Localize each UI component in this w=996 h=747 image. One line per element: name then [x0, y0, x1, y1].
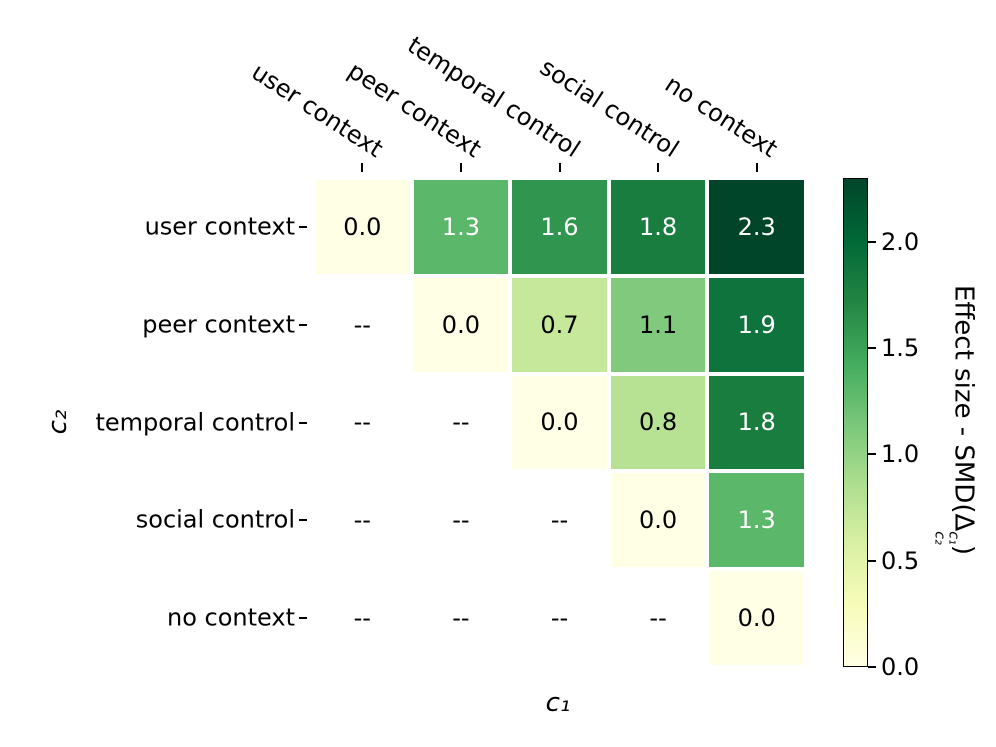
- heatmap-cell: 1.8: [709, 375, 804, 470]
- heatmap-cell-masked: --: [315, 375, 410, 470]
- y-tick-label: no context: [167, 603, 295, 632]
- colorbar-tick-mark: [868, 559, 876, 562]
- x-tick-mark: [459, 163, 462, 172]
- heatmap-cell-masked: --: [610, 571, 706, 665]
- heatmap-cell: 1.8: [610, 180, 706, 274]
- colorbar: [843, 178, 868, 667]
- x-tick-mark: [755, 163, 758, 172]
- heatmap-cell-masked: --: [413, 473, 509, 568]
- x-tick-mark: [361, 163, 364, 172]
- heatmap-cell: 1.6: [512, 180, 607, 274]
- heatmap-cell: 0.0: [610, 473, 706, 568]
- y-tick-label: user context: [144, 212, 295, 241]
- heatmap-cell: 0.0: [512, 375, 607, 470]
- y-tick-mark: [299, 225, 307, 228]
- y-tick-mark: [299, 421, 307, 424]
- heatmap-cell-masked: --: [512, 571, 607, 665]
- heatmap-cell: 1.9: [709, 277, 804, 372]
- colorbar-tick-label: 0.5: [881, 546, 920, 575]
- y-axis-label: c₂: [43, 409, 73, 435]
- heatmap-cell: 0.0: [709, 571, 804, 665]
- heatmap-cell: 0.0: [413, 277, 509, 372]
- heatmap-cell: 2.3: [709, 180, 804, 274]
- colorbar-tick-label: 1.0: [881, 440, 920, 469]
- heatmap-cell: 1.3: [413, 180, 509, 274]
- x-axis-label: c₁: [545, 688, 571, 718]
- heatmap-cell: 0.0: [315, 180, 410, 274]
- y-tick-mark: [299, 617, 307, 620]
- colorbar-label-scripts: c₁ c₂: [931, 531, 961, 545]
- colorbar-tick-mark: [868, 240, 876, 243]
- y-tick-mark: [299, 519, 307, 522]
- colorbar-tick-label: 1.5: [881, 334, 920, 363]
- heatmap-cell-masked: --: [315, 277, 410, 372]
- colorbar-tick-label: 0.0: [881, 653, 920, 681]
- colorbar-label-superscript: c₁: [944, 531, 961, 545]
- heatmap-cell: 1.3: [709, 473, 804, 568]
- colorbar-tick-mark: [868, 347, 876, 350]
- heatmap-cell: 0.8: [610, 375, 706, 470]
- colorbar-tick-mark: [868, 666, 876, 668]
- colorbar-label-close-paren: ): [948, 544, 979, 556]
- heatmap-cell: 1.1: [610, 277, 706, 372]
- colorbar-label-subscript: c₂: [931, 531, 948, 545]
- colorbar-tick-mark: [868, 453, 876, 456]
- y-tick-label: social control: [135, 505, 295, 534]
- heatmap-cell-masked: --: [315, 571, 410, 665]
- x-tick-label: no context: [659, 70, 783, 164]
- heatmap-cell-masked: --: [512, 473, 607, 568]
- heatmap-cell-masked: --: [413, 571, 509, 665]
- x-tick-label: temporal control: [402, 31, 586, 164]
- heatmap-cell-masked: --: [315, 473, 410, 568]
- colorbar-label: Effect size - SMD(Δ c₁ c₂): [931, 284, 979, 556]
- y-tick-mark: [299, 323, 307, 326]
- heatmap-cell: 0.7: [512, 277, 607, 372]
- y-tick-label: peer context: [142, 310, 295, 339]
- x-tick-mark: [558, 163, 561, 172]
- y-tick-label: temporal control: [95, 407, 295, 436]
- x-tick-mark: [657, 163, 660, 172]
- colorbar-tick-label: 2.0: [881, 227, 920, 256]
- heatmap-cell-masked: --: [413, 375, 509, 470]
- colorbar-label-text: Effect size - SMD(Δ: [948, 284, 979, 532]
